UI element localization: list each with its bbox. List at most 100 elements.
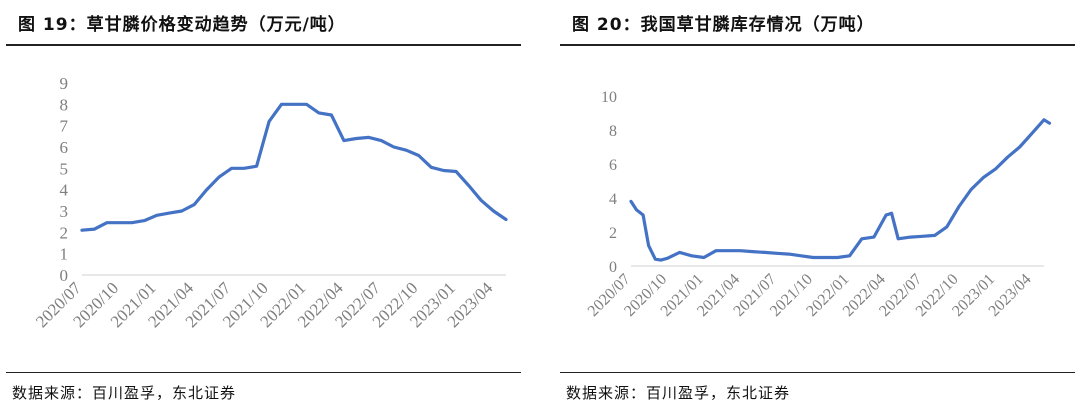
data-point <box>763 251 766 254</box>
data-point <box>168 211 171 215</box>
data-point <box>872 235 876 239</box>
data-point <box>921 235 924 238</box>
title-divider <box>560 44 1075 46</box>
data-point <box>1042 118 1046 122</box>
data-point <box>824 256 827 259</box>
data-point <box>690 254 693 257</box>
data-point <box>787 252 791 256</box>
data-point <box>355 137 358 140</box>
data-point <box>812 256 815 259</box>
data-point <box>945 225 948 229</box>
data-point <box>629 200 633 203</box>
y-tick-label: 0 <box>609 259 617 276</box>
y-tick-label: 8 <box>60 95 69 114</box>
data-point <box>666 257 669 260</box>
data-point <box>799 254 803 257</box>
data-point <box>280 103 283 106</box>
data-point <box>330 113 333 117</box>
data-point <box>205 188 208 191</box>
source-note: 数据来源：百川盈孚，东北证券 <box>12 384 237 402</box>
data-point <box>242 167 246 170</box>
data-point <box>454 170 458 173</box>
data-point <box>342 139 346 142</box>
data-point <box>1018 145 1021 149</box>
data-point <box>933 234 936 237</box>
chart-title: 图 20：我国草甘膦库存情况（万吨） <box>572 15 875 35</box>
data-point <box>659 258 662 262</box>
data-point <box>143 219 146 222</box>
data-point <box>727 249 730 252</box>
data-point <box>504 218 508 221</box>
data-point <box>1048 122 1051 125</box>
y-tick-label: 9 <box>60 74 69 93</box>
data-point <box>775 252 778 255</box>
y-tick-label: 7 <box>60 117 69 136</box>
data-point <box>442 169 445 172</box>
data-point <box>848 254 851 257</box>
data-point <box>1006 156 1009 159</box>
data-point <box>982 176 985 179</box>
data-point <box>897 237 900 240</box>
data-point <box>890 212 893 215</box>
inventory-line-chart: 02468102020/072020/102021/012021/042021/… <box>585 89 1052 320</box>
y-tick-label: 4 <box>60 181 69 200</box>
data-point <box>836 256 839 259</box>
data-point <box>1030 132 1034 135</box>
data-point <box>118 221 121 224</box>
y-tick-label: 1 <box>60 245 69 264</box>
data-point <box>155 214 158 217</box>
data-point <box>380 139 383 142</box>
series-line <box>629 118 1052 262</box>
y-tick-label: 6 <box>60 138 69 157</box>
price-line-chart: 01234567892020/072020/102021/012021/0420… <box>32 74 508 331</box>
data-point <box>957 205 961 208</box>
y-tick-label: 3 <box>60 202 69 221</box>
y-tick-label: 4 <box>609 191 617 208</box>
y-tick-label: 2 <box>60 223 69 242</box>
y-tick-label: 2 <box>609 225 617 242</box>
data-point <box>193 203 196 206</box>
data-point <box>654 258 657 261</box>
y-tick-label: 5 <box>60 159 69 178</box>
data-point <box>105 221 109 224</box>
data-point <box>405 149 408 152</box>
data-point <box>317 111 321 115</box>
data-point <box>909 235 912 239</box>
data-point <box>492 209 495 213</box>
data-point <box>635 208 638 212</box>
data-point <box>479 199 483 202</box>
data-point <box>230 167 233 170</box>
data-point <box>392 145 395 149</box>
data-point <box>267 120 271 123</box>
title-divider <box>6 44 521 46</box>
source-note: 数据来源：百川盈孚，东北证券 <box>566 384 791 402</box>
data-point <box>739 249 742 252</box>
data-point <box>180 209 183 213</box>
y-tick-label: 0 <box>60 266 69 285</box>
data-point <box>80 229 84 232</box>
y-tick-label: 8 <box>609 123 617 140</box>
data-point <box>292 103 296 106</box>
data-point <box>647 244 650 247</box>
data-point <box>430 166 433 169</box>
data-point <box>93 227 96 231</box>
data-point <box>702 256 706 259</box>
data-point <box>367 136 370 139</box>
series-line <box>80 102 508 232</box>
data-point <box>884 213 888 217</box>
data-point <box>994 167 997 171</box>
data-point <box>860 237 863 240</box>
data-point <box>255 165 258 168</box>
chart-title: 图 19：草甘膦价格变动趋势（万元/吨） <box>18 15 346 35</box>
data-point <box>305 103 308 106</box>
y-tick-label: 6 <box>609 157 617 174</box>
data-point <box>714 249 718 252</box>
chart-panel-inventory: 图 20：我国草甘膦库存情况（万吨） 0 2 4 6 8 10 2020/07 2020/10… <box>560 0 1075 412</box>
data-point <box>641 213 645 217</box>
source-divider <box>560 372 1075 373</box>
y-tick-label: 10 <box>601 89 617 106</box>
source-divider <box>6 372 521 373</box>
data-point <box>130 221 134 224</box>
chart-panel-price: 图 19：草甘膦价格变动趋势（万元/吨） 0 1 2 3 4 5 6 7 8 9 2020/07 20… <box>6 0 521 412</box>
data-point <box>969 188 973 191</box>
